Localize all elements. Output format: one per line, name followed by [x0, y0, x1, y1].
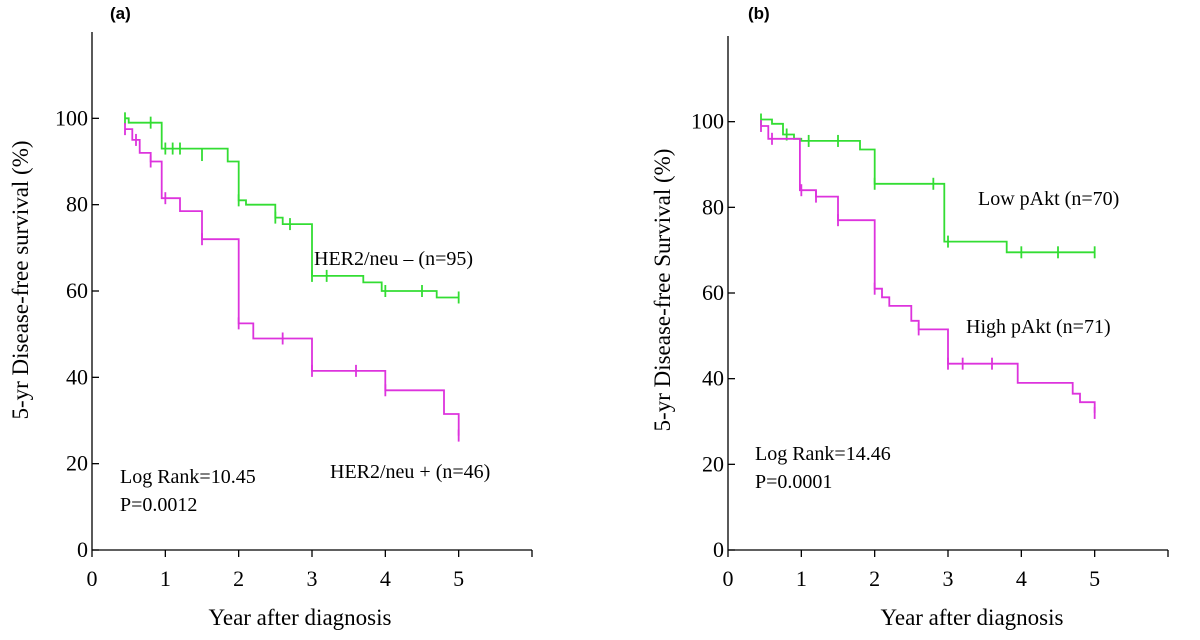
panel-b-x-tick-label: 4 [1016, 566, 1027, 591]
panel-a-y-tick-label: 20 [66, 451, 88, 476]
panel-b-logrank-text: Log Rank=14.46 [755, 443, 891, 465]
panel-a-x-tick-label: 2 [233, 566, 244, 591]
panel-b-y-tick-label: 20 [702, 451, 724, 476]
panel-a-x-tick-label: 1 [160, 566, 171, 591]
panel-a-series-1-line [125, 117, 459, 299]
panel-a-y-tick-label: 80 [66, 192, 88, 217]
panel-b-x-tick-label: 1 [796, 566, 807, 591]
panel-a-label: (a) [110, 4, 131, 23]
panel-a-y-axis-label: 5-yr Disease-free survival (%) [8, 140, 33, 419]
panel-b-series-2-line [761, 125, 1096, 413]
panel-a-x-tick-label: 4 [380, 566, 391, 591]
panel-b-y-tick-label: 0 [713, 537, 724, 562]
panel-b-y-axis-label: 5-yr Disease-free Survival (%) [650, 149, 675, 432]
panel-b-series-1-line [761, 118, 1095, 254]
panel-b-label: (b) [748, 4, 770, 23]
panel-b: (b) 5-yr Disease-free Survival (%) Year … [650, 4, 1169, 630]
panel-b-y-tick-label: 100 [691, 109, 724, 134]
panel-a-series2-label: HER2/neu + (n=46) [330, 461, 490, 483]
panel-a-y-tick-label: 60 [66, 278, 88, 303]
panel-b-x-tick-label: 0 [723, 566, 734, 591]
panel-a: (a) 5-yr Disease-free survival (%) Year … [8, 4, 533, 630]
panel-a-x-tick-label: 0 [87, 566, 98, 591]
panel-a-pvalue-text: P=0.0012 [120, 494, 197, 516]
panel-b-x-tick-label: 5 [1089, 566, 1100, 591]
panel-a-y-tick-label: 0 [77, 537, 88, 562]
panel-b-y-tick-label: 80 [702, 194, 724, 219]
panel-a-x-tick-label: 3 [307, 566, 318, 591]
panel-b-x-axis-label: Year after diagnosis [881, 605, 1064, 630]
panel-a-y-tick-label: 100 [55, 105, 88, 130]
panel-a-x-axis-label: Year after diagnosis [209, 605, 392, 630]
panel-b-series1-label: Low pAkt (n=70) [978, 188, 1119, 210]
panel-b-pvalue-text: P=0.0001 [755, 471, 832, 493]
panel-b-y-tick-label: 60 [702, 280, 724, 305]
panel-b-x-tick-label: 3 [943, 566, 954, 591]
panel-a-y-tick-label: 40 [66, 364, 88, 389]
panel-a-series1-label: HER2/neu – (n=95) [314, 248, 473, 270]
panel-b-series2-label: High pAkt (n=71) [966, 316, 1111, 338]
panel-a-series-2-line [125, 128, 460, 436]
panel-b-y-tick-label: 40 [702, 366, 724, 391]
panel-b-x-tick-label: 2 [869, 566, 880, 591]
panel-a-logrank-text: Log Rank=10.45 [120, 466, 256, 488]
panel-a-x-tick-label: 5 [453, 566, 464, 591]
